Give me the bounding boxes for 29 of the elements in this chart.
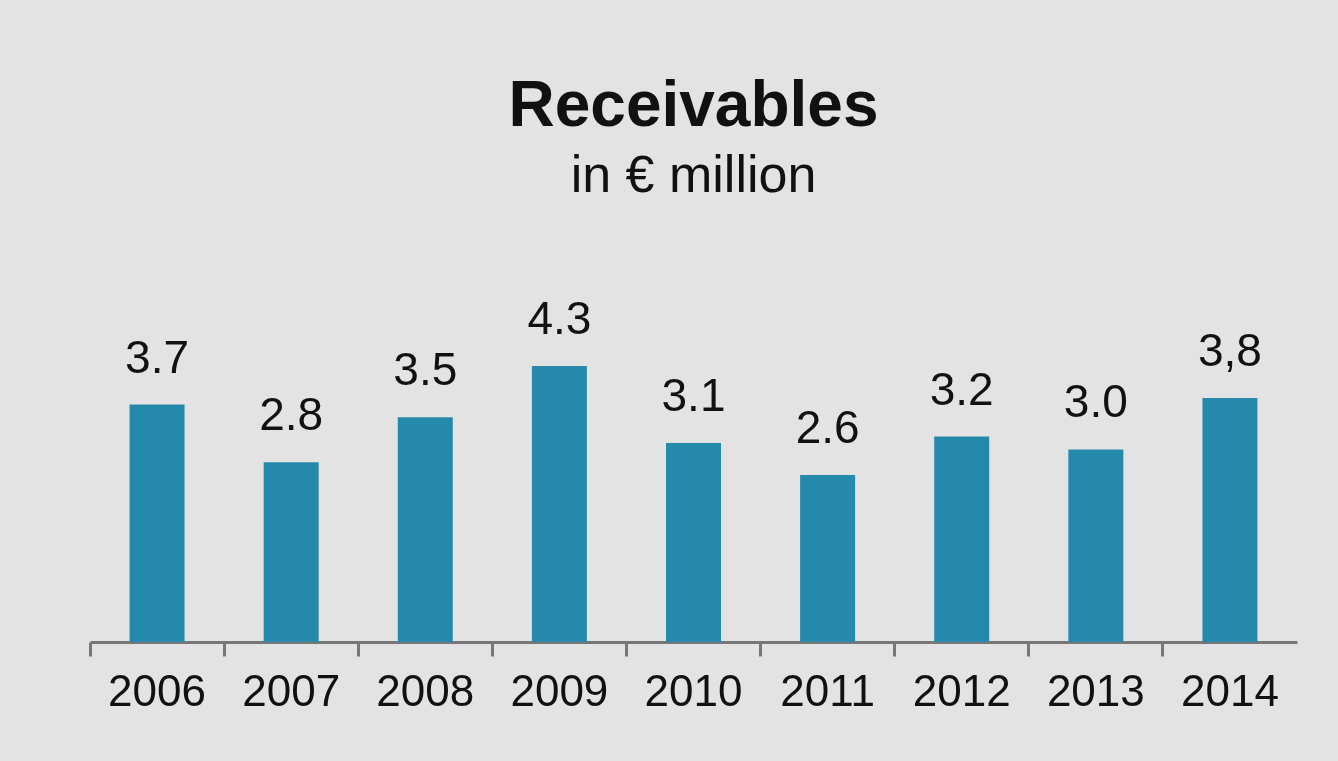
x-tick-label: 2007: [242, 665, 341, 715]
x-tick-label: 2014: [1181, 665, 1279, 715]
bar: [1068, 449, 1124, 642]
chart-title: Receivables: [508, 68, 879, 140]
bar: [1202, 398, 1258, 642]
bar: [397, 417, 453, 642]
bar: [129, 404, 185, 642]
data-label: 3,8: [1197, 324, 1262, 377]
chart-subtitle: in € million: [570, 145, 817, 203]
x-tick-label: 2012: [912, 665, 1011, 715]
data-label: 4.3: [527, 292, 592, 344]
x-tick-label: 2008: [376, 665, 475, 715]
data-label: 3.2: [929, 362, 994, 415]
bar: [934, 436, 990, 642]
bar: [263, 462, 319, 642]
data-label: 2.6: [795, 401, 860, 454]
x-tick-label: 2009: [510, 665, 609, 715]
data-label: 3.1: [661, 369, 726, 422]
x-tick-label: 2006: [108, 665, 206, 715]
data-label: 2.8: [259, 388, 324, 441]
data-label: 3.0: [1063, 375, 1128, 428]
bar: [666, 443, 721, 642]
bar: [800, 475, 856, 642]
data-label: 3.5: [393, 343, 458, 396]
x-tick-label: 2010: [644, 665, 743, 715]
x-tick-label: 2011: [780, 665, 875, 715]
data-label: 3.7: [125, 330, 190, 383]
x-tick-label: 2013: [1046, 665, 1145, 715]
bar: [531, 366, 587, 642]
